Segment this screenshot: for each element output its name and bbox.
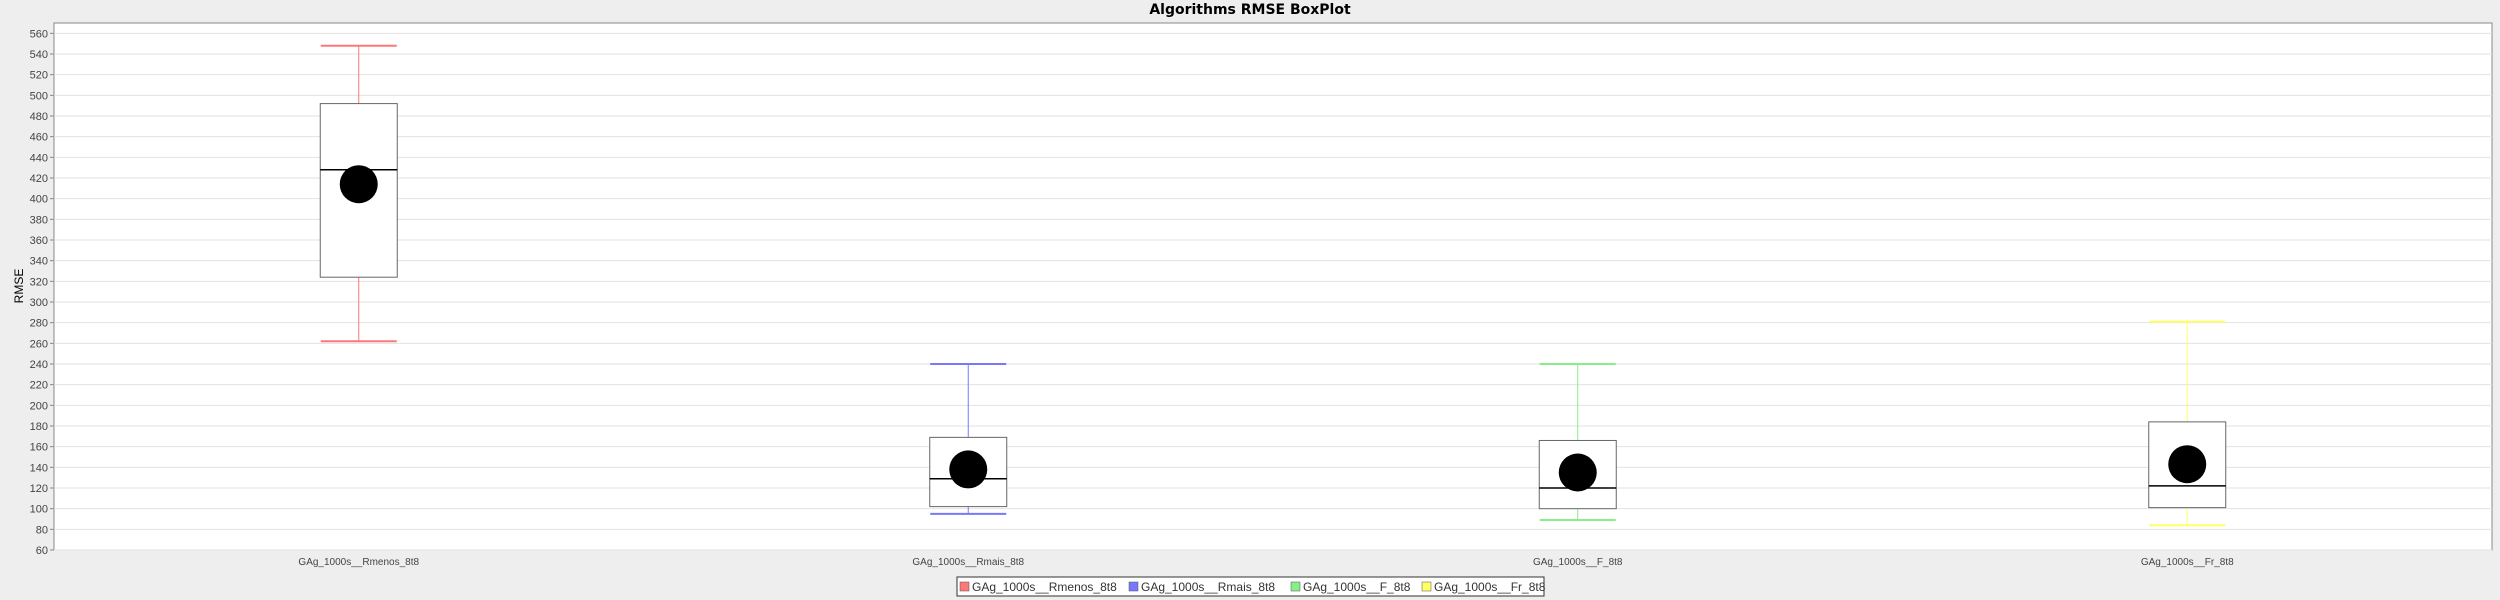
y-tick-label: 180 [30,421,48,433]
legend-swatch [959,581,970,592]
x-axis-categories: GAg_1000s__Rmenos_8t8 GAg_1000s__Rmais_8t… [298,557,2234,568]
y-tick-label: 460 [30,132,48,144]
box-3 [1538,363,1617,522]
y-tick-label: 480 [30,111,48,123]
y-tick-label: 340 [30,256,48,268]
legend-box [956,576,1545,597]
legend-label: GAg_1000s__Rmenos_8t8 [972,580,1117,594]
y-tick-label: 560 [30,28,48,40]
plot-area [53,22,2493,551]
legend-swatch [1290,581,1301,592]
y-tick-label: 120 [30,483,48,495]
y-tick-label: 500 [30,90,48,102]
y-tick-label: 540 [30,49,48,61]
x-category-label: GAg_1000s__Rmais_8t8 [912,557,1024,568]
mean-marker [949,450,988,489]
x-category-label: GAg_1000s__F_8t8 [1533,557,1623,568]
y-tick-label: 140 [30,462,48,474]
grid-lines [54,32,2492,551]
legend-label: GAg_1000s__Rmais_8t8 [1141,580,1275,594]
legend-label: GAg_1000s__Fr_8t8 [1434,580,1546,594]
mean-marker [2168,445,2207,484]
y-tick-label: 200 [30,400,48,412]
y-tick-label: 300 [30,297,48,309]
y-tick-label: 240 [30,359,48,371]
x-category-label: GAg_1000s__Rmenos_8t8 [298,557,419,568]
y-axis-label: RMSE [12,269,26,304]
y-tick-label: 380 [30,214,48,226]
y-tick-label: 440 [30,152,48,164]
legend: GAg_1000s__Rmenos_8t8 GAg_1000s__Rmais_8t… [956,576,1546,597]
mean-marker [339,165,378,204]
y-tick-label: 160 [30,442,48,454]
y-tick-label: 220 [30,380,48,392]
legend-swatch [1128,581,1139,592]
y-tick-label: 100 [30,504,48,516]
y-tick-label: 280 [30,318,48,330]
y-tick-label: 420 [30,173,48,185]
legend-items: GAg_1000s__Rmenos_8t8 GAg_1000s__Rmais_8t… [959,580,1546,594]
y-tick-label: 360 [30,235,48,247]
y-tick-label: 60 [36,545,48,557]
chart-title: Algorithms RMSE BoxPlot [1149,2,1351,18]
y-tick-label: 80 [36,524,48,536]
y-tick-label: 520 [30,70,48,82]
box-plots [319,44,2227,527]
box-1 [319,44,398,343]
box-2 [929,363,1008,515]
mean-marker [1558,453,1597,492]
legend-swatch [1421,581,1432,592]
y-tick-label: 320 [30,276,48,288]
y-tick-label: 400 [30,194,48,206]
x-category-label: GAg_1000s__Fr_8t8 [2141,557,2234,568]
box-4 [2148,320,2227,527]
y-tick-label: 260 [30,338,48,350]
y-axis-ticks: 60 80 100 120 140 160 180 200 220 240 260 280 300 320… [30,28,54,557]
legend-label: GAg_1000s__F_8t8 [1303,580,1411,594]
